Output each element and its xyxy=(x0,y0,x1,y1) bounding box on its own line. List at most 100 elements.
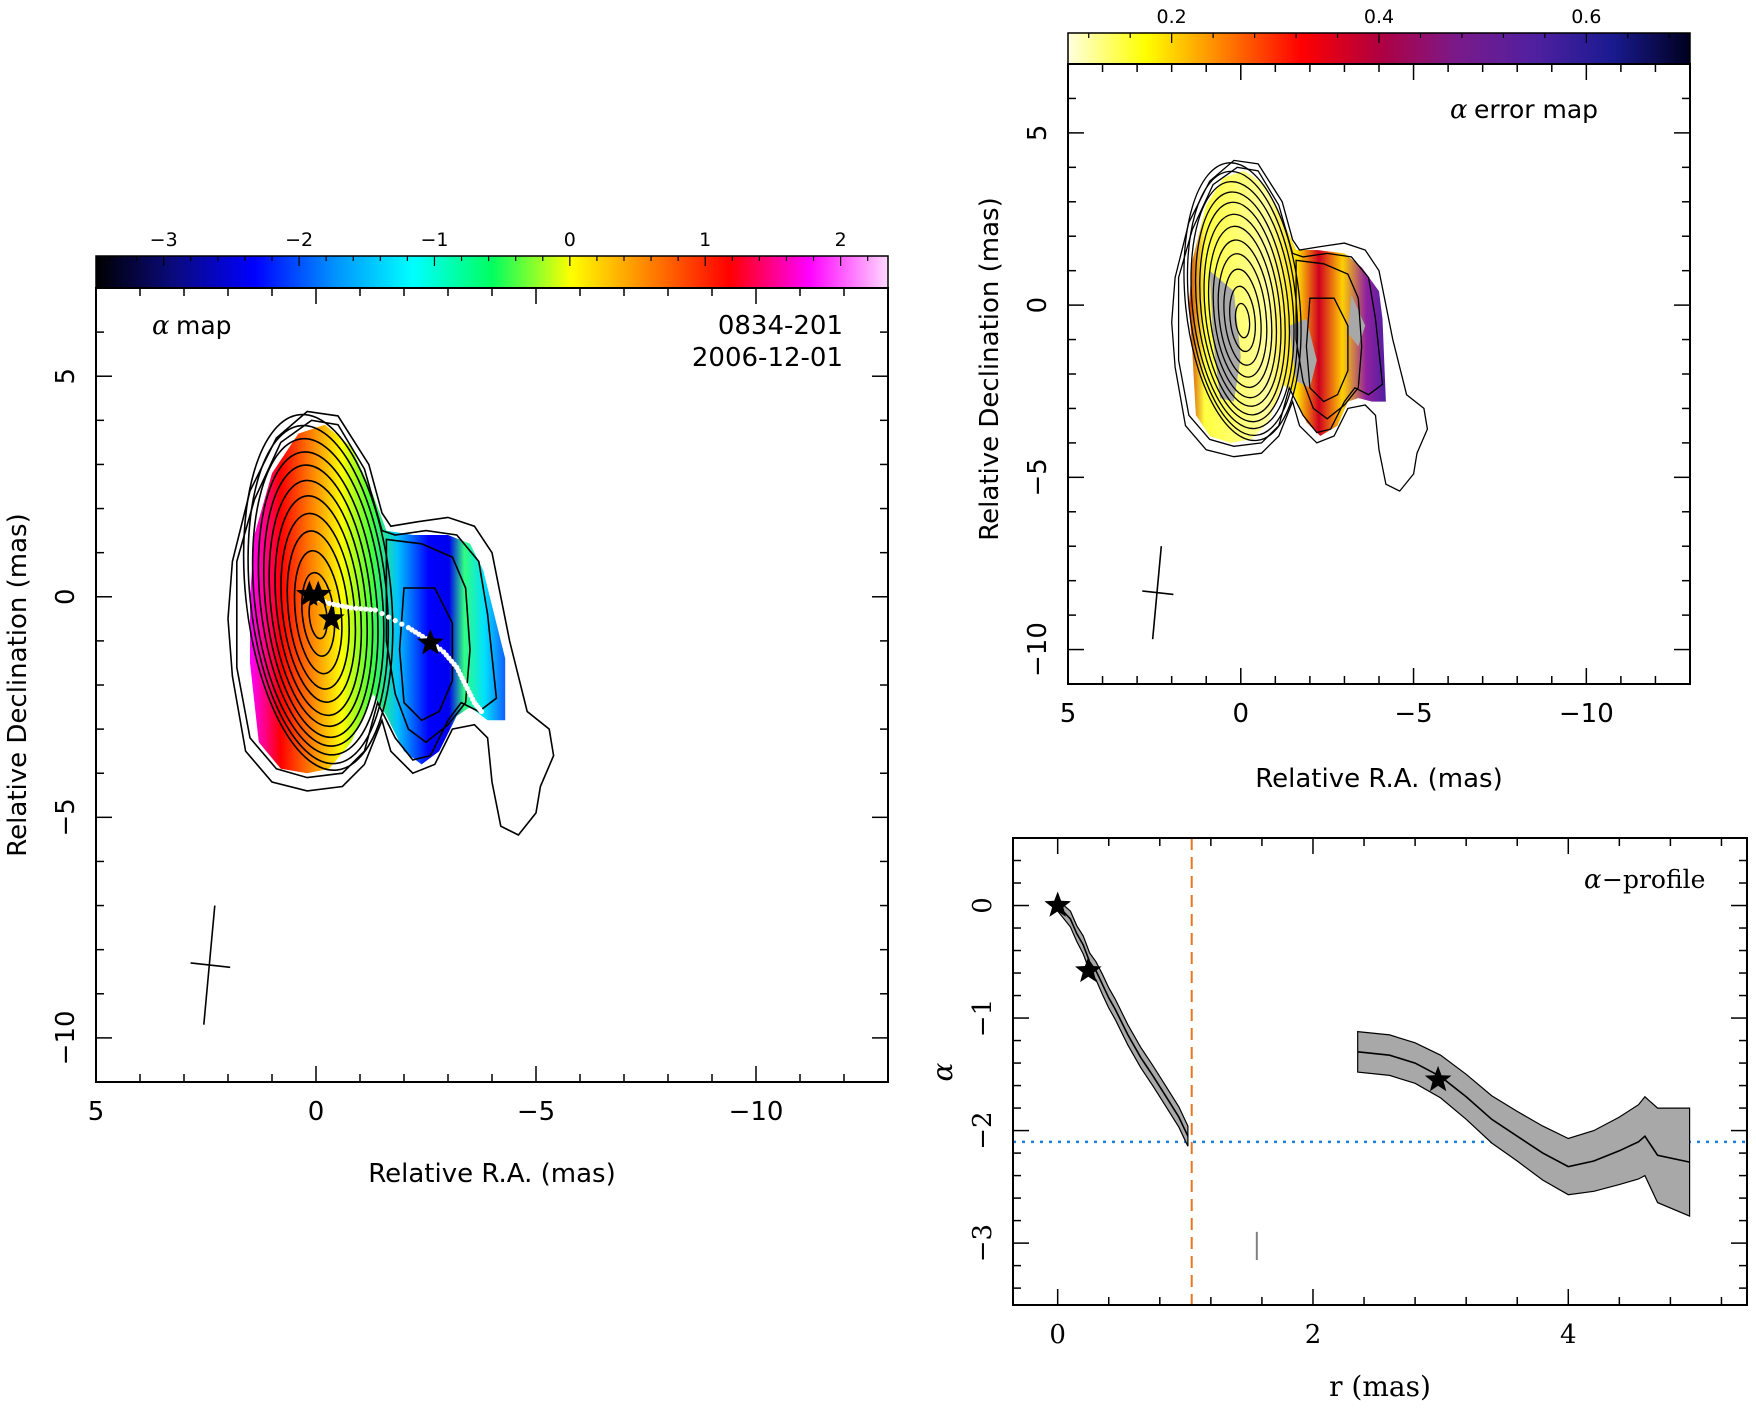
component-star xyxy=(318,604,345,631)
ridge-point xyxy=(335,602,341,608)
ridge-point xyxy=(379,610,385,617)
profile-component-star xyxy=(1044,891,1071,917)
ridge-point xyxy=(392,617,398,624)
error-map-xlabel: Relative R.A. (mas) xyxy=(1255,764,1502,794)
error-map-ylabel: Relative Declination (mas) xyxy=(975,197,1005,540)
alpha-map-jet-contour xyxy=(385,538,471,744)
alpha-profile-frame xyxy=(1012,837,1748,1306)
error-map-xtick-label: 5 xyxy=(1060,699,1077,729)
ridge-point xyxy=(353,605,359,611)
error-map-xtick-label: −5 xyxy=(1394,699,1432,729)
error-map-ytick-label: 5 xyxy=(1023,125,1053,142)
alpha-profile-panel: 0 2 4 0 −1 −2 −3 α −profile r (mas) α xyxy=(926,837,1748,1403)
profile-component-star xyxy=(1075,956,1102,983)
ridge-point xyxy=(331,601,337,607)
error-map-contour xyxy=(1190,181,1295,430)
profile-title-symbol: α xyxy=(1584,865,1602,895)
alpha-map-xtick-label: −5 xyxy=(517,1097,555,1127)
alpha-map-contour xyxy=(262,464,374,739)
profile-component-star xyxy=(1424,1065,1452,1092)
alpha-map-contour xyxy=(293,549,343,675)
ridge-point xyxy=(386,614,392,620)
alpha-colorbar-tick-label: −2 xyxy=(285,229,313,251)
alpha-map-ytick-label: 0 xyxy=(51,589,81,606)
error-map-beam-cross xyxy=(1142,546,1174,640)
component-star xyxy=(417,629,444,655)
profile-xtick-label: 0 xyxy=(1049,1320,1066,1350)
alpha-colorbar-tick-label: −3 xyxy=(150,229,178,251)
alpha-colorbar-tick-label: 2 xyxy=(835,229,847,251)
error-map-contour xyxy=(1207,225,1278,399)
error-map-xtick-label: 0 xyxy=(1233,699,1250,729)
error-map-label-word: error map xyxy=(1474,95,1598,124)
error-map-contour xyxy=(1234,302,1251,339)
alpha-map-contour xyxy=(257,451,379,747)
error-map-contour xyxy=(1199,201,1286,416)
error-colorbar-tick-label: 0.2 xyxy=(1157,6,1187,28)
ridge-point xyxy=(478,708,485,715)
profile-xlabel: r (mas) xyxy=(1329,1370,1431,1403)
alpha-map-component-stars xyxy=(296,580,444,655)
ridge-point xyxy=(348,605,354,611)
error-map-contour xyxy=(1229,285,1256,353)
alpha-map-contours xyxy=(227,410,555,837)
error-map-jet-contour xyxy=(1295,259,1363,420)
alpha-map-contour xyxy=(242,413,394,771)
profile-error-band xyxy=(1357,1030,1691,1218)
error-map-contour xyxy=(1223,268,1262,366)
ridge-point xyxy=(363,606,369,612)
alpha-map-beam-minor xyxy=(190,962,231,969)
error-map-contour xyxy=(1183,162,1302,442)
alpha-colorbar-tick-label: 0 xyxy=(564,229,576,251)
error-map-beam-minor xyxy=(1142,590,1174,596)
alpha-colorbar xyxy=(95,255,889,289)
error-map-contour xyxy=(1203,213,1282,407)
error-map-ytick-label: −5 xyxy=(1023,458,1053,496)
ridge-point xyxy=(367,606,374,613)
alpha-profile-axes: 0 2 4 0 −1 −2 −3 xyxy=(968,837,1747,1350)
ridge-point xyxy=(399,621,405,627)
alpha-colorbar-tick-label: 1 xyxy=(699,229,711,251)
error-map-outer-contour xyxy=(1171,159,1429,492)
profile-title-word: −profile xyxy=(1602,865,1705,894)
error-map-label-symbol: α xyxy=(1450,95,1468,125)
error-map-jet-contour xyxy=(1305,297,1349,403)
ridge-point xyxy=(372,607,378,613)
error-map-contour xyxy=(1212,239,1273,389)
profile-ytick-label: −1 xyxy=(968,999,998,1037)
observation-date: 2006-12-01 xyxy=(692,343,843,373)
error-colorbar-tick-label: 0.4 xyxy=(1364,6,1394,28)
profile-series-line xyxy=(1057,904,1189,1137)
component-star xyxy=(304,580,332,606)
profile-series-line xyxy=(1357,1051,1690,1168)
ridge-point xyxy=(344,604,350,610)
alpha-map-ytick-label: −10 xyxy=(51,1010,81,1065)
error-colorbar-ticks: 0.2 0.4 0.6 xyxy=(1088,6,1670,43)
alpha-map-ytick-label: −5 xyxy=(51,798,81,836)
ridge-point xyxy=(358,606,364,612)
alpha-map-image xyxy=(250,424,506,774)
error-map-contour xyxy=(1217,253,1268,378)
profile-ytick-label: −3 xyxy=(968,1224,998,1262)
error-map-contour xyxy=(1194,191,1291,423)
error-map-xtick-label: −10 xyxy=(1559,699,1614,729)
alpha-map-xlabel: Relative R.A. (mas) xyxy=(368,1159,615,1189)
alpha-map-contour xyxy=(251,437,385,756)
alpha-map-color-region xyxy=(250,424,506,774)
error-map-color-region xyxy=(1188,170,1386,443)
alpha-colorbar-ticks: −3 −2 −1 0 1 2 xyxy=(108,229,869,266)
alpha-map-contour xyxy=(280,512,357,704)
alpha-profile-plot xyxy=(1013,838,1747,1305)
alpha-map-axes: 5 0 −5 −10 5 0 −5 −10 xyxy=(51,287,889,1127)
profile-ytick-label: 0 xyxy=(968,897,998,914)
source-name: 0834-201 xyxy=(718,311,843,341)
alpha-map-label-word: map xyxy=(176,311,232,340)
alpha-map-label-symbol: α xyxy=(152,311,170,341)
alpha-map-xtick-label: −10 xyxy=(729,1097,784,1127)
alpha-map-ytick-label: 5 xyxy=(51,368,81,385)
alpha-map-xtick-label: 5 xyxy=(88,1097,105,1127)
